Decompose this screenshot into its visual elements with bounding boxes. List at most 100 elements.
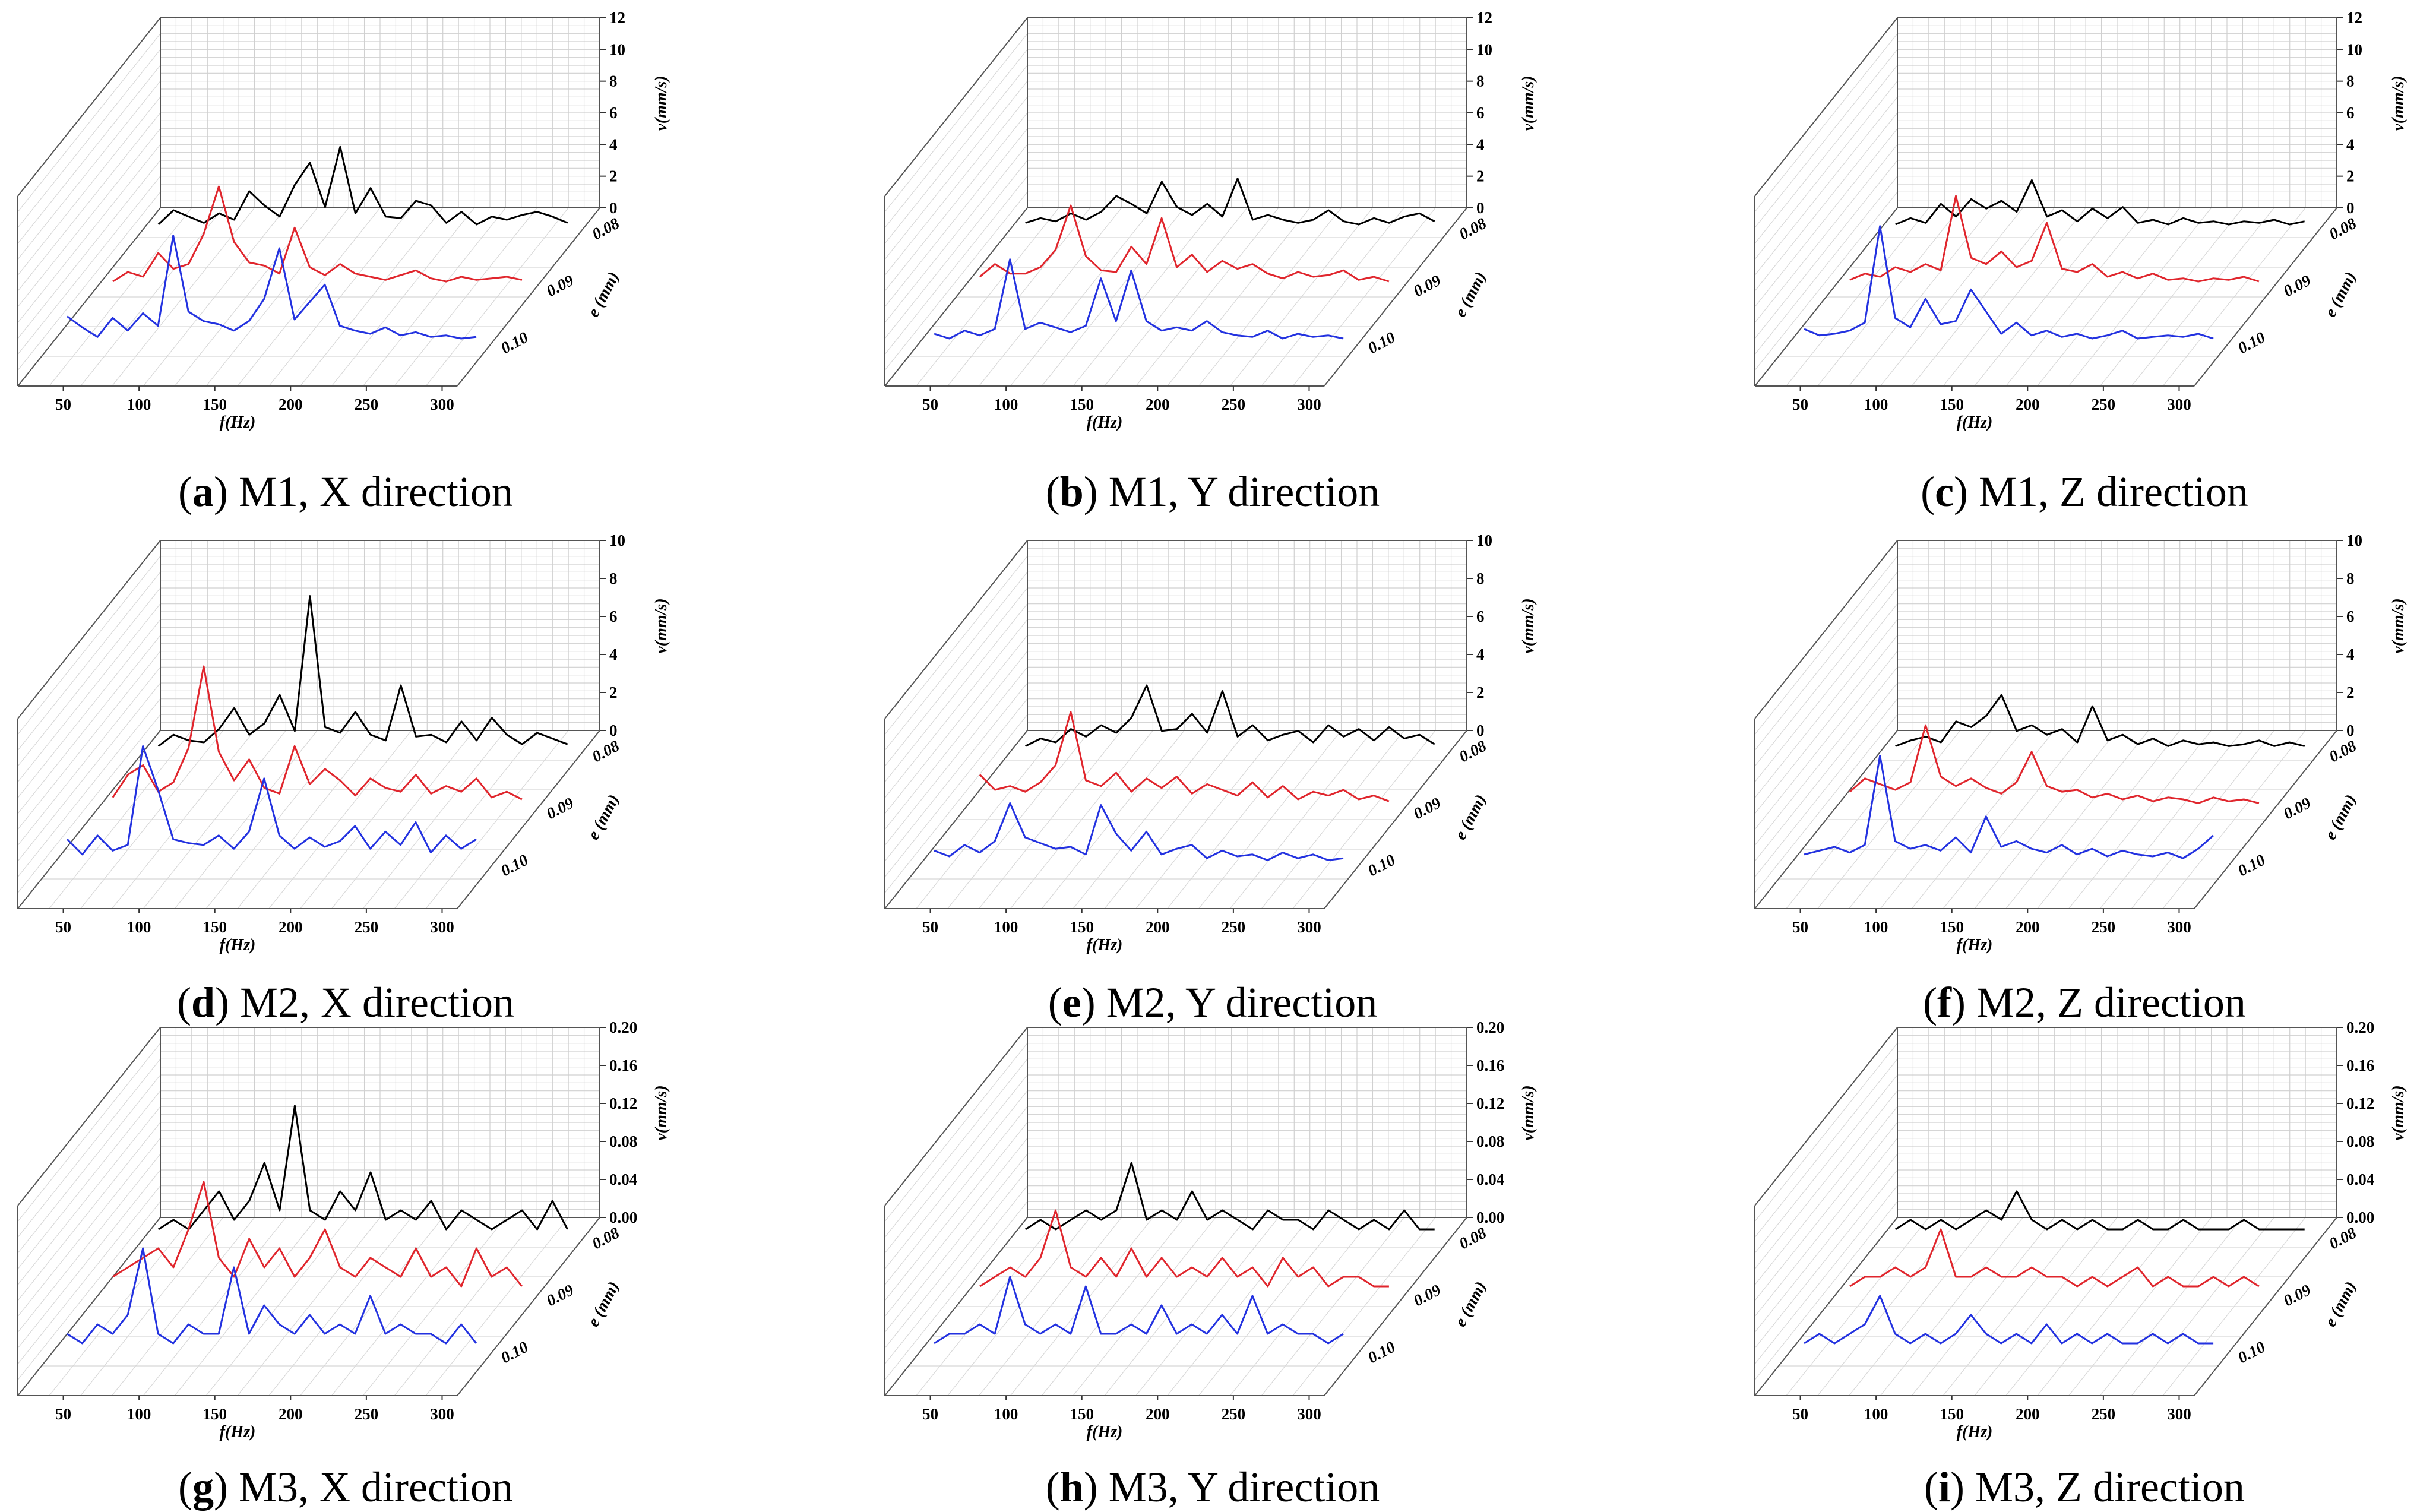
grid-line xyxy=(1754,144,1898,323)
grid-line xyxy=(17,619,161,798)
back-wall-grid xyxy=(1897,17,2337,208)
floor-left-edge xyxy=(884,207,1028,387)
x-tick-label: 200 xyxy=(2016,396,2040,413)
axes-box xyxy=(17,17,600,387)
series-line-e-0_08 xyxy=(1895,694,2305,747)
x-tick-label: 50 xyxy=(55,918,71,936)
grid-line xyxy=(17,144,161,323)
y-axis-label: v(mm/s) xyxy=(2389,1085,2407,1140)
floor-left-edge xyxy=(17,207,161,387)
series-line-e-0_08 xyxy=(157,1105,569,1231)
grid-line xyxy=(17,1090,161,1270)
series-line-e-0_10 xyxy=(67,235,477,340)
grid-line xyxy=(884,33,1028,213)
y-tick-label: 0.00 xyxy=(2346,1209,2374,1226)
x-tick-label: 250 xyxy=(355,918,379,936)
series-line-e-0_08 xyxy=(1025,684,1435,747)
x-tick-label: 150 xyxy=(1940,396,1964,413)
grid-line xyxy=(17,682,161,862)
x-axis-label: f(Hz) xyxy=(1957,413,1993,432)
grid-line xyxy=(884,128,1028,308)
x-tick-label: 50 xyxy=(922,396,938,413)
y-tick-label: 4 xyxy=(609,135,618,153)
x-tick-label: 150 xyxy=(203,918,227,936)
x-axis-label: f(Hz) xyxy=(1087,1423,1123,1441)
x-tick-label: 100 xyxy=(127,1405,151,1423)
side-wall-top-edge xyxy=(17,17,161,197)
y-tick-label: 0.20 xyxy=(2346,1018,2374,1036)
caption-e: (e) M2, Y direction xyxy=(1048,979,1378,1026)
y-tick-label: 0.08 xyxy=(1476,1133,1504,1150)
back-wall-grid xyxy=(1897,540,2337,731)
floor-right-edge xyxy=(457,730,600,909)
x-axis-label: f(Hz) xyxy=(1087,413,1123,432)
y-axis-label: v(mm/s) xyxy=(1519,1085,1537,1140)
series-line-e-0_09 xyxy=(1849,724,2260,804)
x-tick-label: 100 xyxy=(1864,396,1888,413)
grid-line xyxy=(17,1185,161,1365)
y-tick-label: 0 xyxy=(2346,199,2355,217)
y-tick-label: 10 xyxy=(609,40,625,58)
grid-line xyxy=(1754,96,1898,276)
grid-line xyxy=(1754,1058,1898,1238)
grid-line xyxy=(884,1201,1028,1380)
x-tick-label: 50 xyxy=(1792,396,1808,413)
grid-line xyxy=(1754,1090,1898,1270)
grid-line xyxy=(884,176,1028,355)
grid-line xyxy=(1754,587,1898,767)
y-tick-label: 8 xyxy=(609,570,618,587)
y-tick-label: 2 xyxy=(1476,167,1485,185)
grid-line xyxy=(17,160,161,339)
grid-line xyxy=(17,128,161,308)
x-tick-label: 100 xyxy=(994,396,1018,413)
grid-line xyxy=(884,1074,1028,1254)
x-tick-label: 150 xyxy=(1070,918,1094,936)
y-tick-label: 6 xyxy=(2346,608,2355,625)
floor-right-edge xyxy=(1324,207,1467,387)
grid-line xyxy=(17,33,161,213)
grid-line xyxy=(1754,1122,1898,1301)
x-tick-label: 50 xyxy=(55,396,71,413)
grid-line xyxy=(884,682,1028,862)
series-line-e-0_09 xyxy=(979,204,1390,283)
floor-left-edge xyxy=(884,1217,1028,1396)
y-tick-label: 0.08 xyxy=(609,1133,637,1150)
series-line-e-0_08 xyxy=(157,595,568,747)
grid-line xyxy=(884,666,1028,846)
x-tick-label: 250 xyxy=(1222,1405,1246,1423)
grid-line xyxy=(884,1122,1028,1301)
y-tick-label: 12 xyxy=(1476,9,1492,27)
y-tick-label: 0.00 xyxy=(1476,1209,1504,1226)
y-axis-label: v(mm/s) xyxy=(2389,75,2407,131)
grid-line xyxy=(884,651,1028,830)
x-tick-label: 150 xyxy=(203,1405,227,1423)
chart-panel-i: 0.00 0.04 0.08 0.12 0.16 0.20 v(mm/s) 50 100 150 2… xyxy=(1754,1018,2407,1441)
x-tick-label: 200 xyxy=(279,918,303,936)
y-tick-label: 10 xyxy=(609,532,625,549)
floor-left-edge xyxy=(17,730,161,909)
grid-line xyxy=(884,571,1028,751)
y-axis-label: v(mm/s) xyxy=(652,598,670,653)
grid-line xyxy=(884,619,1028,798)
x-tick-label: 300 xyxy=(1297,1405,1321,1423)
y-tick-label: 6 xyxy=(1476,608,1485,625)
x-tick-label: 100 xyxy=(127,396,151,413)
grid-line xyxy=(1754,65,1898,244)
side-wall-top-edge xyxy=(884,1027,1028,1206)
x-axis-label: f(Hz) xyxy=(1087,936,1123,954)
grid-line xyxy=(1754,1201,1898,1380)
grid-line xyxy=(884,81,1028,260)
x-tick-label: 250 xyxy=(2092,1405,2116,1423)
grid-line xyxy=(1754,1153,1898,1333)
x-tick-label: 100 xyxy=(127,918,151,936)
y-tick-label: 8 xyxy=(1476,570,1485,587)
x-tick-label: 200 xyxy=(1146,918,1170,936)
grid-line xyxy=(17,1201,161,1380)
grid-line xyxy=(884,1090,1028,1270)
y-tick-label: 0.04 xyxy=(609,1171,637,1188)
floor-right-edge xyxy=(2194,1217,2337,1396)
grid-line xyxy=(1754,49,1898,228)
y-tick-label: 2 xyxy=(609,684,618,701)
grid-line xyxy=(17,1074,161,1254)
